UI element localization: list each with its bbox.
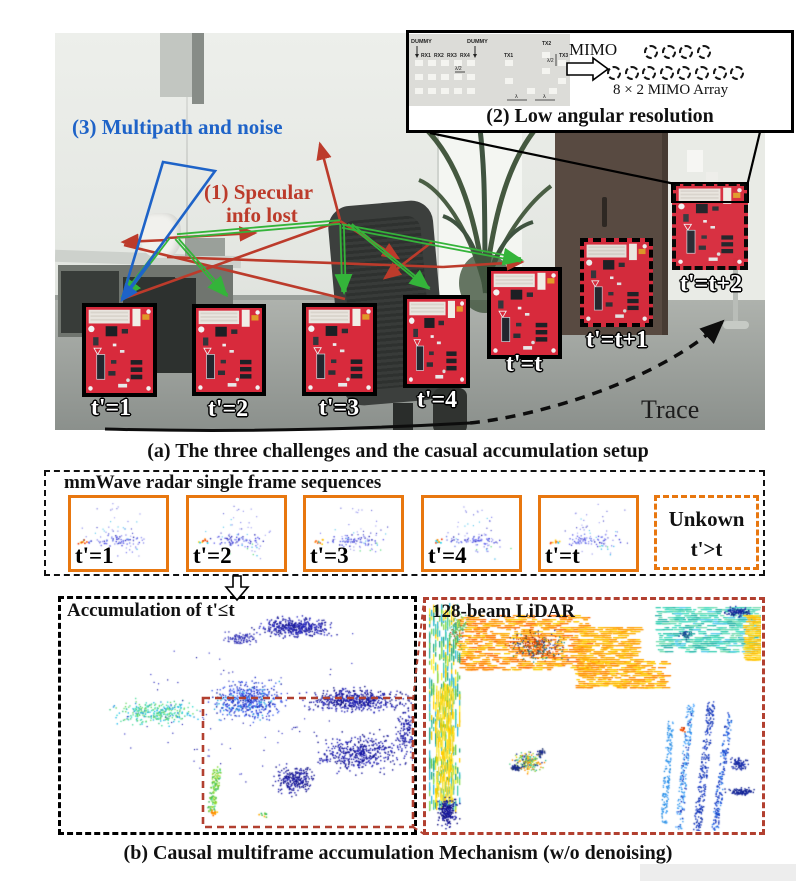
antenna-half-lambda2-label: λ/2 (547, 58, 554, 64)
board-label-t3: t'=3 (318, 395, 360, 421)
radar-frame-2: t'=2 (186, 495, 287, 572)
antenna-tx2-label: TX2 (542, 41, 551, 47)
antenna-layout-image: DUMMY DUMMY RX1 RX2 RX3 RX4 TX1 TX2 TX3 … (409, 34, 570, 106)
radar-board-tt (487, 267, 562, 359)
door-handle (602, 197, 607, 227)
radar-frame-label: t'=t (545, 543, 580, 568)
specular-annotation-line1: (1) Specular (204, 180, 314, 204)
antenna-dummy1-label: DUMMY (411, 39, 432, 45)
antenna-lambda2-label: λ (543, 94, 546, 100)
antenna-rx1-label: RX1 (421, 53, 431, 59)
board-label-t4: t'=4 (416, 387, 458, 413)
low-angular-resolution-inset: DUMMY DUMMY RX1 RX2 RX3 RX4 TX1 TX2 TX3 … (406, 30, 794, 133)
radar-frame-canvas (71, 498, 166, 569)
mimo-array-label: 8 × 2 MIMO Array (613, 82, 729, 98)
pcb-art (491, 271, 558, 355)
pcb-art (676, 186, 744, 266)
speaker-box-front (160, 33, 192, 97)
mimo-array-row2 (607, 66, 748, 85)
kettle (141, 213, 181, 258)
radar-board-tt2 (672, 182, 748, 270)
virtual-antenna-icon (730, 66, 745, 80)
antenna-tx3-label: TX3 (559, 53, 568, 59)
unknown-frames-box: Unkown t'>t (654, 495, 759, 570)
radar-frame-canvas (189, 498, 284, 569)
inset-caption: (2) Low angular resolution (486, 105, 714, 127)
mimo-array-row1 (644, 45, 714, 64)
pcb-art (306, 307, 373, 392)
board-label-t2: t'=2 (207, 396, 249, 422)
virtual-antenna-icon (679, 45, 694, 59)
wall-corner (186, 33, 188, 265)
panel-a-caption: (a) The three challenges and the casual … (147, 440, 649, 462)
lidar-box: 128-beam LiDAR (423, 597, 765, 835)
radar-frame-canvas (306, 498, 401, 569)
lidar-title: 128-beam LiDAR (432, 601, 576, 622)
radar-frame-1: t'=1 (68, 495, 169, 572)
pcb-art (584, 242, 649, 323)
multipath-annotation: (3) Multipath and noise (72, 115, 283, 139)
radar-frame-label: t'=2 (193, 543, 232, 568)
chair-column (393, 403, 413, 430)
antenna-lambda1-label: λ (515, 94, 518, 100)
virtual-antenna-icon (712, 66, 727, 80)
virtual-antenna-icon (661, 45, 676, 59)
antenna-tx1-label: TX1 (504, 53, 513, 59)
virtual-antenna-icon (694, 66, 709, 80)
accumulation-box: Accumulation of t'≤t (58, 596, 417, 835)
pcb-art (196, 308, 262, 392)
radar-board-t3 (302, 303, 377, 396)
mimo-label: MIMO (569, 40, 618, 59)
radar-frame-canvas (424, 498, 519, 569)
virtual-antenna-icon (677, 66, 692, 80)
trace-label: Trace (641, 395, 700, 424)
radar-frame-t: t'=t (538, 495, 639, 572)
pcb-art (86, 307, 153, 393)
radar-frame-3: t'=3 (303, 495, 404, 572)
unknown-line2: t'>t (690, 537, 723, 562)
specular-annotation-line2: info lost (226, 203, 298, 227)
antenna-rx4-label: RX4 (460, 53, 470, 59)
radar-frame-canvas (541, 498, 636, 569)
radar-sequence-title: mmWave radar single frame sequences (64, 472, 382, 493)
radar-board-t1 (82, 303, 157, 397)
radar-board-t2 (192, 304, 266, 396)
antenna-rx2-label: RX2 (434, 53, 444, 59)
floor-stand-base (723, 321, 749, 329)
virtual-antenna-icon (607, 66, 621, 80)
caption-overlay-block (640, 864, 796, 881)
board-label-tt1: t'=t+1 (585, 327, 649, 353)
radar-frame-label: t'=4 (428, 543, 467, 568)
desk-item (185, 238, 225, 256)
radar-board-t4 (403, 295, 470, 388)
board-label-tt2: t'=t+2 (679, 271, 743, 297)
speaker-box-side (192, 33, 204, 104)
antenna-half-lambda1-label: λ/2 (455, 66, 462, 72)
radar-frame-label: t'=3 (310, 543, 349, 568)
accumulation-title: Accumulation of t'≤t (67, 600, 235, 621)
virtual-antenna-icon (642, 66, 657, 80)
board-label-t1: t'=1 (90, 395, 132, 421)
mimo-virtual-array (607, 45, 777, 89)
panel-b-caption: (b) Causal multiframe accumulation Mecha… (123, 842, 673, 864)
virtual-antenna-icon (659, 66, 674, 80)
virtual-antenna-icon (624, 66, 639, 80)
wall-sign-large (687, 150, 703, 172)
antenna-rx3-label: RX3 (447, 53, 457, 59)
radar-frame-label: t'=1 (75, 543, 114, 568)
virtual-antenna-icon (644, 45, 658, 59)
lidar-canvas (427, 601, 761, 831)
antenna-dummy2-label: DUMMY (467, 39, 488, 45)
board-label-tt: t'=t (505, 351, 543, 377)
accumulation-canvas (62, 600, 413, 831)
pcb-art (407, 299, 466, 384)
floor-stand-pole (733, 258, 738, 326)
unknown-line1: Unkown (668, 507, 745, 531)
virtual-antenna-icon (696, 45, 711, 59)
radar-frame-4: t'=4 (421, 495, 522, 572)
radar-board-tt1 (580, 238, 653, 327)
